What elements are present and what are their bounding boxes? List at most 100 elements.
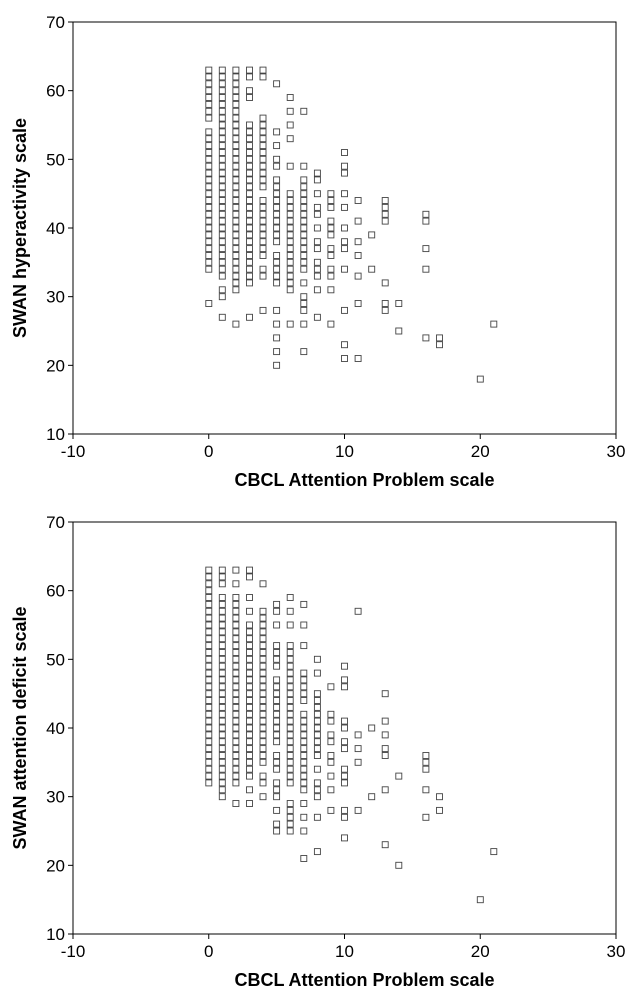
data-point bbox=[259, 149, 267, 156]
data-point bbox=[246, 800, 253, 807]
data-point bbox=[313, 203, 321, 211]
data-point bbox=[300, 265, 308, 273]
data-point bbox=[218, 265, 226, 273]
data-point bbox=[232, 731, 240, 739]
y-tick-label: 50 bbox=[46, 150, 65, 169]
data-point bbox=[205, 258, 213, 266]
data-point bbox=[354, 252, 362, 259]
data-point bbox=[313, 710, 321, 718]
data-point bbox=[259, 745, 267, 753]
data-point bbox=[286, 107, 294, 115]
data-point bbox=[273, 738, 281, 746]
data-point bbox=[300, 855, 308, 862]
data-point bbox=[232, 258, 240, 266]
data-point bbox=[381, 203, 389, 211]
data-point bbox=[327, 190, 335, 198]
data-point bbox=[313, 224, 321, 232]
data-point bbox=[300, 293, 308, 301]
data-point bbox=[273, 224, 281, 232]
data-point bbox=[381, 210, 389, 218]
data-point bbox=[218, 149, 226, 156]
data-point bbox=[381, 300, 389, 307]
data-point bbox=[259, 580, 267, 588]
data-point bbox=[246, 690, 253, 698]
data-point bbox=[286, 210, 294, 218]
y-tick-label: 30 bbox=[46, 788, 65, 807]
data-point bbox=[232, 203, 240, 211]
data-point bbox=[273, 162, 281, 170]
data-point bbox=[232, 642, 240, 650]
data-point bbox=[259, 621, 267, 629]
data-point bbox=[313, 848, 321, 856]
data-point bbox=[205, 765, 213, 773]
data-point bbox=[232, 245, 240, 253]
data-point bbox=[273, 320, 281, 328]
data-point bbox=[313, 813, 321, 821]
data-point bbox=[246, 231, 253, 239]
data-point bbox=[259, 231, 267, 239]
data-point bbox=[286, 800, 294, 807]
data-point bbox=[313, 190, 321, 198]
data-point bbox=[286, 135, 294, 143]
data-point bbox=[246, 628, 253, 636]
data-point bbox=[205, 731, 213, 739]
data-point bbox=[259, 690, 267, 698]
data-point bbox=[232, 566, 240, 574]
data-point bbox=[341, 238, 348, 246]
data-point bbox=[422, 245, 430, 253]
data-point bbox=[205, 710, 213, 718]
data-point bbox=[259, 176, 267, 184]
data-point bbox=[205, 779, 213, 787]
data-point bbox=[232, 155, 240, 163]
data-point bbox=[313, 245, 321, 253]
data-point bbox=[205, 669, 213, 677]
data-point bbox=[300, 224, 308, 232]
data-point bbox=[273, 252, 281, 259]
data-point bbox=[259, 697, 267, 704]
data-point bbox=[259, 121, 267, 129]
data-point bbox=[259, 197, 267, 204]
data-point bbox=[232, 320, 240, 328]
data-point bbox=[313, 731, 321, 739]
data-point bbox=[205, 752, 213, 759]
data-point bbox=[246, 190, 253, 198]
data-point bbox=[205, 114, 213, 122]
data-point bbox=[232, 121, 240, 129]
data-point bbox=[205, 635, 213, 643]
data-point bbox=[300, 183, 308, 191]
data-point bbox=[327, 286, 335, 294]
data-point bbox=[286, 820, 294, 828]
data-point bbox=[273, 676, 281, 684]
data-point bbox=[232, 107, 240, 115]
data-point bbox=[246, 272, 253, 280]
data-point bbox=[205, 587, 213, 595]
data-point bbox=[273, 703, 281, 711]
data-point bbox=[218, 162, 226, 170]
data-point bbox=[313, 752, 321, 759]
data-point bbox=[300, 203, 308, 211]
data-point bbox=[232, 66, 240, 74]
x-tick-label: -10 bbox=[61, 442, 86, 461]
data-point bbox=[246, 607, 253, 615]
data-point bbox=[232, 635, 240, 643]
data-point bbox=[232, 87, 240, 95]
data-point bbox=[273, 203, 281, 211]
data-point bbox=[205, 183, 213, 191]
data-point bbox=[313, 703, 321, 711]
data-point bbox=[300, 238, 308, 246]
data-point bbox=[273, 786, 281, 794]
data-point bbox=[246, 697, 253, 704]
data-point bbox=[313, 669, 321, 677]
data-point bbox=[273, 752, 281, 759]
data-point bbox=[381, 217, 389, 225]
data-point bbox=[232, 128, 240, 136]
data-point bbox=[313, 286, 321, 294]
data-point bbox=[286, 245, 294, 253]
data-point bbox=[341, 683, 348, 691]
x-axis-title: CBCL Attention Problem scale bbox=[234, 470, 494, 490]
data-point bbox=[313, 697, 321, 704]
data-point bbox=[300, 683, 308, 691]
data-point bbox=[232, 745, 240, 753]
data-point bbox=[381, 279, 389, 287]
data-point bbox=[246, 121, 253, 129]
